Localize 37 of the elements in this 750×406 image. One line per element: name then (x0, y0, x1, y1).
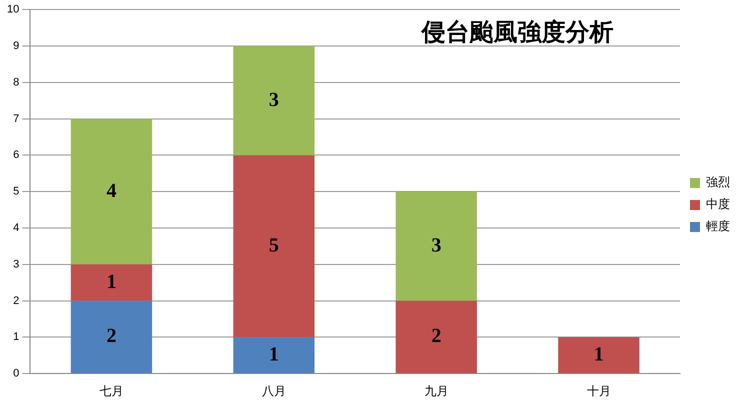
bar (558, 337, 640, 374)
data-label: 1 (268, 343, 279, 366)
legend-label: 中度 (706, 197, 730, 212)
bar (70, 118, 152, 264)
bar (70, 264, 152, 301)
y-tick-label: 0 (13, 368, 20, 380)
y-tick-label: 7 (13, 112, 20, 125)
y-tick-label: 3 (13, 258, 20, 270)
bar (396, 192, 477, 301)
data-label: 4 (106, 180, 116, 202)
x-tick-label: 七月 (99, 384, 124, 398)
y-tick-label: 4 (13, 222, 20, 234)
y-tick-label: 10 (6, 4, 20, 16)
legend-label: 輕度 (706, 219, 730, 234)
data-label: 5 (268, 234, 279, 256)
x-tick-label: 八月 (262, 384, 286, 398)
y-tick-label: 8 (13, 76, 20, 88)
data-label: 1 (106, 270, 116, 293)
legend-label: 強烈 (706, 175, 730, 190)
x-tick-label: 九月 (424, 384, 448, 398)
y-tick-label: 5 (13, 186, 20, 198)
bar (233, 46, 315, 156)
y-tick-label: 2 (13, 294, 20, 307)
x-tick-label: 十月 (586, 384, 611, 398)
data-label: 1 (594, 343, 604, 366)
y-tick-label: 9 (13, 40, 20, 52)
data-label: 3 (431, 234, 442, 256)
y-tick-label: 6 (13, 149, 20, 162)
data-label: 3 (268, 88, 279, 111)
bar (233, 337, 315, 374)
data-label: 2 (431, 325, 442, 348)
chart-title: 侵台颱風強度分析 (420, 18, 614, 46)
bar (396, 300, 477, 374)
data-label: 2 (106, 325, 116, 348)
bar (70, 300, 152, 374)
bar (233, 155, 315, 338)
y-tick-label: 1 (13, 331, 20, 344)
